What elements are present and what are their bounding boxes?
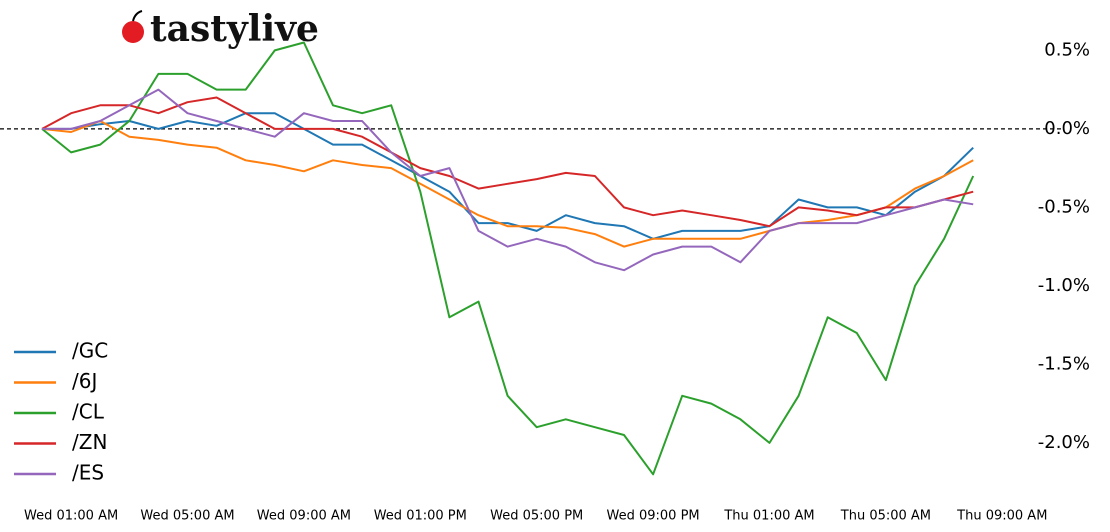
legend-label: /CL <box>72 400 105 424</box>
series-line <box>41 41 975 476</box>
x-tick-label: Wed 05:00 PM <box>490 509 583 524</box>
logo-icon <box>122 21 144 43</box>
y-tick-label: -1.5% <box>1038 353 1090 374</box>
legend-label: /6J <box>72 369 97 393</box>
series-line <box>41 120 974 248</box>
x-tick-label: Thu 01:00 AM <box>723 509 814 524</box>
y-tick-label: 0.5% <box>1044 39 1090 60</box>
series-line <box>41 96 974 228</box>
x-tick-label: Wed 09:00 PM <box>607 509 700 524</box>
x-tick-label: Thu 05:00 AM <box>840 509 931 524</box>
y-tick-label: -0.5% <box>1038 196 1090 217</box>
x-tick-label: Thu 09:00 AM <box>956 509 1047 524</box>
x-tick-label: Wed 05:00 AM <box>140 509 234 524</box>
series-line <box>42 112 974 240</box>
legend-label: /ZN <box>72 430 107 454</box>
x-tick-label: Wed 09:00 AM <box>257 509 351 524</box>
x-tick-label: Wed 01:00 AM <box>24 509 118 524</box>
x-tick-label: Wed 01:00 PM <box>374 509 467 524</box>
y-tick-label: 0.0% <box>1044 118 1090 139</box>
logo: tastylive <box>150 8 319 50</box>
logo-icon-stem <box>132 10 143 22</box>
y-tick-label: -2.0% <box>1038 432 1090 453</box>
legend-label: /GC <box>72 339 108 363</box>
y-tick-label: -1.0% <box>1038 275 1090 296</box>
legend-label: /ES <box>72 461 104 485</box>
series-line <box>42 88 974 272</box>
